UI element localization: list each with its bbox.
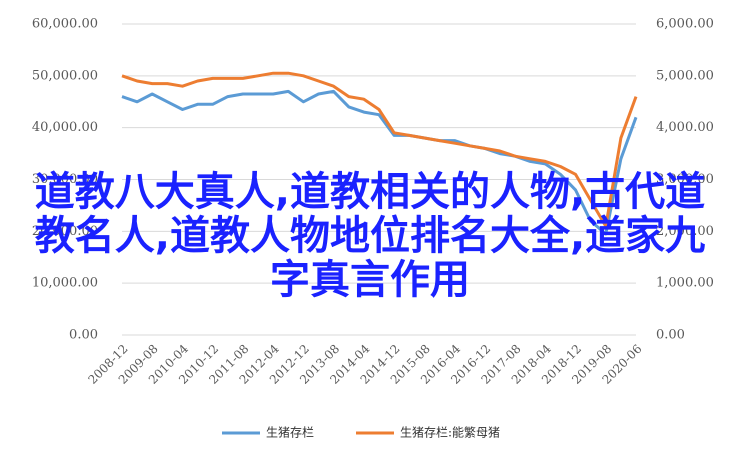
series-line: [121, 89, 638, 236]
y2-tick-label: 2,000.00: [656, 224, 714, 239]
y-tick-label: 50,000.00: [32, 68, 98, 83]
y2-tick-label: 6,000.00: [656, 17, 714, 32]
y2-tick-label: 4,000.00: [656, 120, 714, 135]
y2-tick-label: 1,000.00: [656, 276, 714, 291]
y2-tick-label: 3,000.00: [656, 172, 714, 187]
legend-label: 生猪存栏: [266, 425, 314, 440]
y2-tick-label: 5,000.00: [656, 68, 714, 83]
y-tick-label: 30,000.00: [32, 172, 98, 187]
y-tick-label: 60,000.00: [32, 17, 98, 32]
y-tick-label: 0.00: [69, 328, 98, 343]
y-tick-label: 10,000.00: [32, 276, 98, 291]
y-tick-label: 40,000.00: [32, 120, 98, 135]
y-tick-label: 20,000.00: [32, 224, 98, 239]
series-line: [121, 71, 638, 228]
overlay-title: 道教八大真人,道教相关的人物,古代道教名人,道教人物地位排名大全,道家九字真言作…: [34, 169, 706, 303]
y2-tick-label: 0.00: [656, 328, 685, 343]
legend-label: 生猪存栏:能繁母猪: [400, 425, 500, 440]
